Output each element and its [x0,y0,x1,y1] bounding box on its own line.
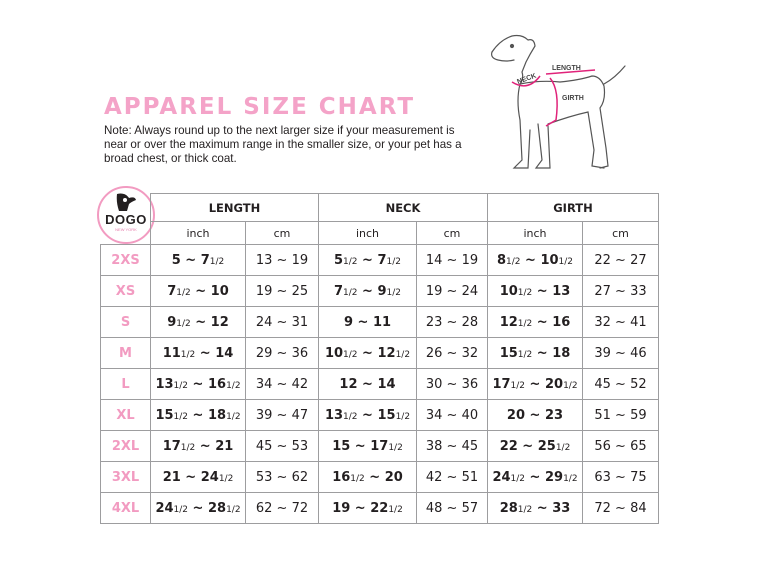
table-row: 2XS 5 ~ 71/2 13 ~ 19 51/2 ~ 71/2 14 ~ 19 81/2… [100,244,659,276]
inch-value: 161/2 ~ 20 [318,461,417,493]
cm-value: 62 ~ 72 [245,492,319,524]
logo-cell [100,193,151,245]
table-row: M 111/2 ~ 14 29 ~ 36 101/2 ~ 121/2 26 ~ 32 15… [100,337,659,369]
cm-value: 63 ~ 75 [582,461,659,493]
cm-value: 38 ~ 45 [416,430,488,462]
cm-value: 56 ~ 65 [582,430,659,462]
inch-value: 171/2 ~ 21 [150,430,246,462]
unit-header: cm [416,221,488,245]
unit-header: cm [582,221,659,245]
cm-value: 19 ~ 24 [416,275,488,307]
size-label: 4XL [100,492,151,524]
size-label: 2XS [100,244,151,276]
page-title: APPAREL SIZE CHART [104,94,416,120]
inch-value: 51/2 ~ 71/2 [318,244,417,276]
inch-value: 101/2 ~ 13 [487,275,583,307]
length-label: LENGTH [552,65,581,72]
cm-value: 72 ~ 84 [582,492,659,524]
cm-value: 29 ~ 36 [245,337,319,369]
group-header-length: LENGTH [150,193,319,222]
cm-value: 34 ~ 42 [245,368,319,400]
inch-value: 9 ~ 11 [318,306,417,338]
inch-value: 111/2 ~ 14 [150,337,246,369]
inch-value: 22 ~ 251/2 [487,430,583,462]
group-header-neck: NECK [318,193,488,222]
cm-value: 24 ~ 31 [245,306,319,338]
inch-value: 281/2 ~ 33 [487,492,583,524]
cm-value: 45 ~ 53 [245,430,319,462]
size-table: LENGTH NECK GIRTH inch cm inch cm inch cm 2XS… [100,193,659,524]
cm-value: 51 ~ 59 [582,399,659,431]
cm-value: 39 ~ 47 [245,399,319,431]
cm-value: 34 ~ 40 [416,399,488,431]
unit-header: inch [318,221,417,245]
inch-value: 151/2 ~ 181/2 [150,399,246,431]
cm-value: 39 ~ 46 [582,337,659,369]
table-row: S 91/2 ~ 12 24 ~ 31 9 ~ 11 23 ~ 28 121/2 ~ 16… [100,306,659,338]
inch-value: 131/2 ~ 161/2 [150,368,246,400]
inch-value: 131/2 ~ 151/2 [318,399,417,431]
size-label: XL [100,399,151,431]
neck-label: NECK [516,73,537,86]
table-row: XL 151/2 ~ 181/2 39 ~ 47 131/2 ~ 151/2 34 ~ … [100,399,659,431]
inch-value: 151/2 ~ 18 [487,337,583,369]
inch-value: 81/2 ~ 101/2 [487,244,583,276]
inch-value: 19 ~ 221/2 [318,492,417,524]
inch-value: 241/2 ~ 281/2 [150,492,246,524]
inch-value: 71/2 ~ 91/2 [318,275,417,307]
cm-value: 26 ~ 32 [416,337,488,369]
size-label: S [100,306,151,338]
inch-value: 5 ~ 71/2 [150,244,246,276]
cm-value: 13 ~ 19 [245,244,319,276]
cm-value: 53 ~ 62 [245,461,319,493]
table-row: 3XL 21 ~ 241/2 53 ~ 62 161/2 ~ 20 42 ~ 51 241… [100,461,659,493]
table-row: 2XL 171/2 ~ 21 45 ~ 53 15 ~ 171/2 38 ~ 45 22 … [100,430,659,462]
unit-header: inch [487,221,583,245]
inch-value: 71/2 ~ 10 [150,275,246,307]
inch-value: 15 ~ 171/2 [318,430,417,462]
size-note: Note: Always round up to the next larger… [104,124,462,165]
cm-value: 19 ~ 25 [245,275,319,307]
cm-value: 32 ~ 41 [582,306,659,338]
cm-value: 45 ~ 52 [582,368,659,400]
inch-value: 171/2 ~ 201/2 [487,368,583,400]
cm-value: 23 ~ 28 [416,306,488,338]
group-header-girth: GIRTH [487,193,659,222]
size-label: XS [100,275,151,307]
cm-value: 27 ~ 33 [582,275,659,307]
unit-header: cm [245,221,319,245]
table-row: L 131/2 ~ 161/2 34 ~ 42 12 ~ 14 30 ~ 36 171/2… [100,368,659,400]
inch-value: 91/2 ~ 12 [150,306,246,338]
inch-value: 101/2 ~ 121/2 [318,337,417,369]
inch-value: 20 ~ 23 [487,399,583,431]
size-label: 2XL [100,430,151,462]
size-label: 3XL [100,461,151,493]
cm-value: 14 ~ 19 [416,244,488,276]
table-row: XS 71/2 ~ 10 19 ~ 25 71/2 ~ 91/2 19 ~ 24 101/… [100,275,659,307]
girth-label: GIRTH [562,95,584,102]
cm-value: 42 ~ 51 [416,461,488,493]
unit-header: inch [150,221,246,245]
table-row: 4XL 241/2 ~ 281/2 62 ~ 72 19 ~ 221/2 48 ~ 57… [100,492,659,524]
dog-measurement-diagram: NECK LENGTH GIRTH [491,34,626,169]
size-label: M [100,337,151,369]
cm-value: 48 ~ 57 [416,492,488,524]
inch-value: 121/2 ~ 16 [487,306,583,338]
cm-value: 22 ~ 27 [582,244,659,276]
inch-value: 241/2 ~ 291/2 [487,461,583,493]
inch-value: 21 ~ 241/2 [150,461,246,493]
inch-value: 12 ~ 14 [318,368,417,400]
size-label: L [100,368,151,400]
cm-value: 30 ~ 36 [416,368,488,400]
